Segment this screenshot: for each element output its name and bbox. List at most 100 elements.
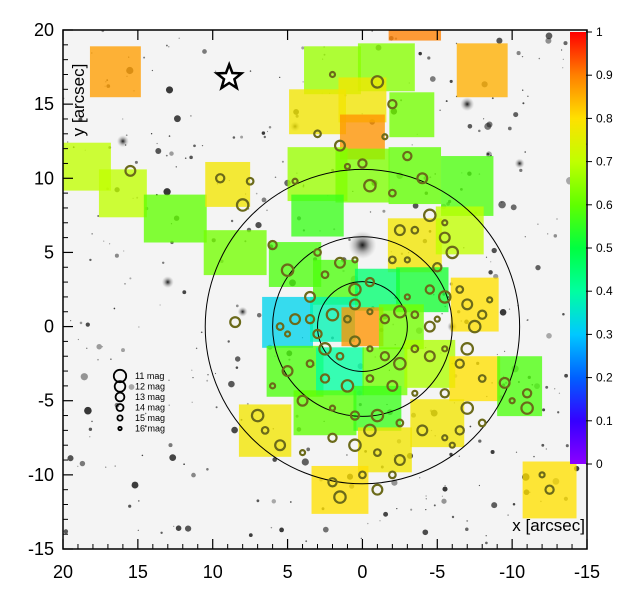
background-star xyxy=(268,126,272,129)
star-marker xyxy=(320,270,330,280)
background-star xyxy=(246,402,249,405)
star-marker xyxy=(333,490,347,504)
background-star xyxy=(122,118,124,120)
star-shape xyxy=(213,60,245,91)
heatmap-cell xyxy=(341,307,384,347)
background-star xyxy=(191,472,196,478)
star-marker xyxy=(351,256,359,264)
background-star xyxy=(191,369,193,371)
background-star xyxy=(155,148,162,154)
star-marker xyxy=(477,374,487,383)
background-star xyxy=(206,379,209,382)
background-star xyxy=(271,499,277,504)
star-marker xyxy=(544,484,555,495)
star-marker xyxy=(124,164,137,177)
bright-star-glow xyxy=(460,97,475,112)
star-marker xyxy=(312,328,323,340)
y-tick-label: 10 xyxy=(34,168,54,188)
background-star xyxy=(449,79,453,83)
x-tick-label: -10 xyxy=(499,562,525,582)
star-marker xyxy=(486,296,494,304)
star-marker xyxy=(386,379,399,392)
star-marker xyxy=(304,313,316,325)
background-star xyxy=(161,261,165,265)
star-marker xyxy=(370,75,385,89)
heatmap-cell xyxy=(435,206,484,255)
heatmap-cell xyxy=(410,399,465,448)
star-marker xyxy=(381,133,389,141)
star-marker xyxy=(229,316,242,329)
heatmap-cell xyxy=(266,345,324,397)
background-star xyxy=(89,436,91,438)
background-star xyxy=(537,223,539,225)
background-star xyxy=(168,443,173,448)
background-star xyxy=(78,117,83,122)
background-star xyxy=(192,376,194,379)
legend-marker xyxy=(112,368,128,384)
background-star xyxy=(562,67,564,69)
background-star xyxy=(545,385,549,389)
background-star xyxy=(410,508,413,511)
background-star xyxy=(545,448,547,450)
background-star xyxy=(469,425,472,428)
background-star xyxy=(411,144,413,146)
star-marker xyxy=(454,425,465,436)
background-star xyxy=(214,372,217,375)
y-tick-label: -5 xyxy=(38,391,54,411)
background-star xyxy=(255,221,262,229)
background-star xyxy=(418,51,422,56)
background-star xyxy=(191,401,193,403)
background-star xyxy=(478,484,480,487)
star-marker xyxy=(343,162,352,171)
background-star xyxy=(305,540,308,543)
background-star xyxy=(486,152,490,156)
bright-star-glow xyxy=(514,158,525,169)
background-star xyxy=(113,307,116,310)
star-marker xyxy=(235,198,250,212)
background-star xyxy=(554,388,556,390)
x-tick-label: 20 xyxy=(53,562,73,582)
star-marker xyxy=(403,293,411,301)
background-star xyxy=(274,176,277,178)
radius-circle xyxy=(272,236,453,417)
x-tick-label: -5 xyxy=(429,562,445,582)
background-star xyxy=(206,468,209,471)
background-star xyxy=(272,457,277,462)
background-star xyxy=(128,504,132,508)
bright-star-glow xyxy=(237,306,248,317)
star-marker xyxy=(441,345,449,353)
background-star xyxy=(306,447,311,452)
background-star xyxy=(504,350,506,352)
plot-area xyxy=(63,30,587,549)
background-star xyxy=(175,166,178,168)
background-star xyxy=(301,458,309,466)
colorbar-tick-label: 0.6 xyxy=(596,198,613,212)
background-star xyxy=(483,118,485,120)
star-marker xyxy=(370,408,385,423)
background-star xyxy=(419,477,421,479)
background-star xyxy=(451,515,455,519)
heatmap-cell xyxy=(389,92,435,138)
star-marker xyxy=(395,418,405,428)
background-star xyxy=(478,129,481,133)
star-marker xyxy=(274,439,287,452)
star-marker xyxy=(387,255,397,265)
background-star xyxy=(442,486,448,492)
background-star xyxy=(144,425,147,428)
background-star xyxy=(77,465,79,467)
background-star xyxy=(261,131,266,135)
star-marker xyxy=(366,345,374,353)
legend-label: 11 mag xyxy=(135,371,164,381)
background-star xyxy=(168,46,170,48)
background-star xyxy=(445,100,448,103)
star-marker xyxy=(455,285,465,294)
heatmap-cell xyxy=(98,169,147,218)
heatmap-cell xyxy=(289,89,346,135)
star-marker xyxy=(460,401,475,415)
background-star xyxy=(557,411,560,414)
star-marker xyxy=(333,139,346,152)
background-star xyxy=(137,529,139,531)
background-star xyxy=(521,55,524,58)
background-star xyxy=(131,481,139,489)
background-star xyxy=(266,130,269,133)
